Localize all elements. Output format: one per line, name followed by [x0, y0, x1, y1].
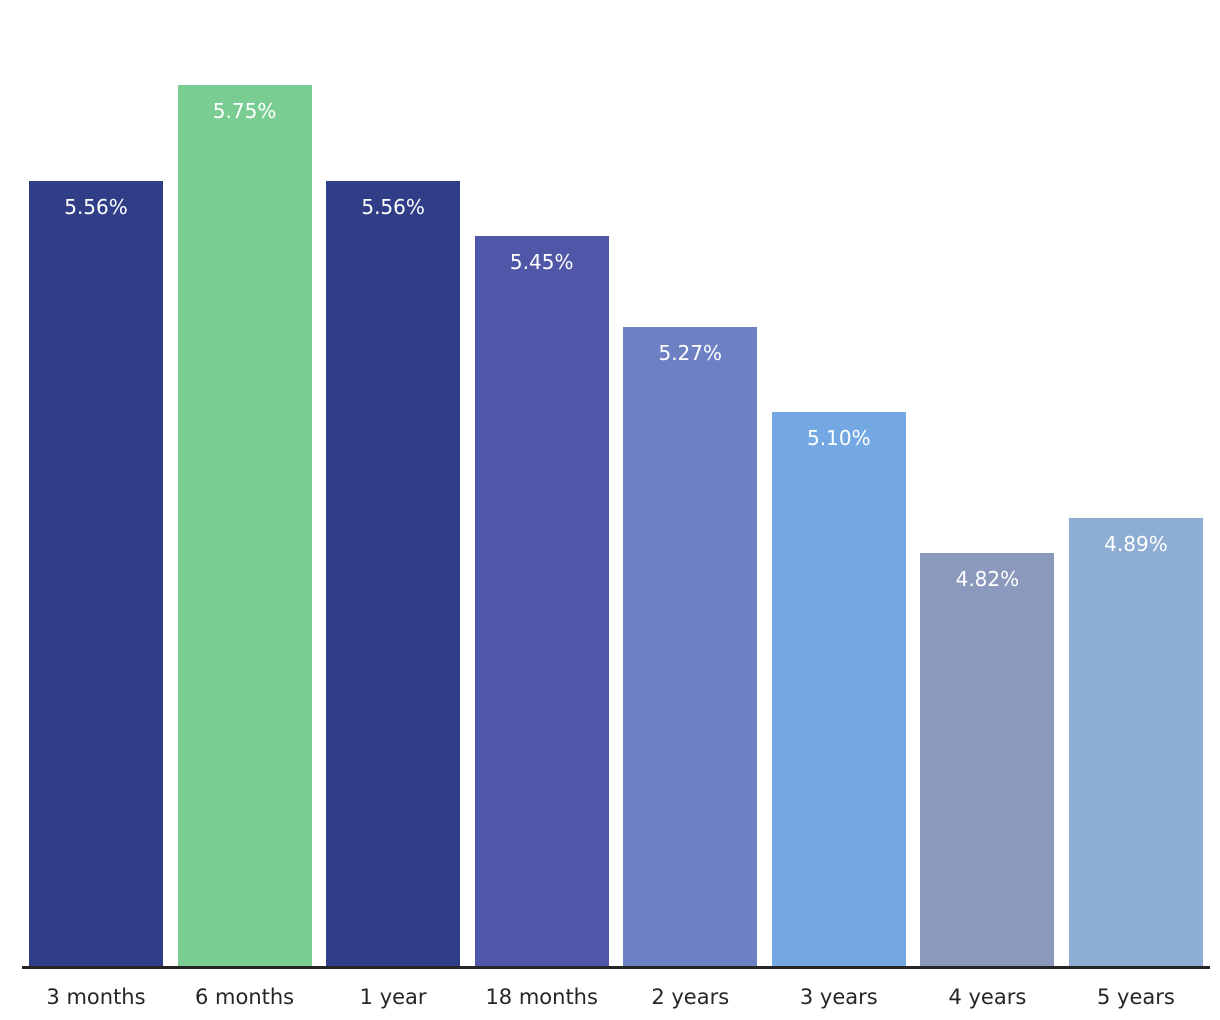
bars-container: 5.56% 5.75% 5.56% 5.45% 5.27% 5.10% 4.82% 4.89%	[29, 66, 1203, 966]
x-tick-label-4-years: 4 years	[948, 985, 1027, 1009]
bar-18-months: 5.45%	[474, 236, 609, 966]
x-tick-label-18-months: 18 months	[485, 985, 598, 1009]
bar-value-label: 5.27%	[658, 341, 723, 365]
x-tick-label-3-years: 3 years	[799, 985, 878, 1009]
x-tick-label-2-years: 2 years	[651, 985, 730, 1009]
bar-6-months: 5.75%	[177, 85, 312, 966]
bar-value-label: 5.45%	[509, 250, 574, 274]
x-tick-label-3-months: 3 months	[46, 985, 146, 1009]
bar-value-label: 5.75%	[212, 99, 277, 123]
bar-5-years: 4.89%	[1068, 518, 1203, 966]
x-axis-line	[22, 966, 1210, 969]
bar-3-years: 5.10%	[771, 412, 906, 966]
bar-value-label: 5.10%	[807, 426, 871, 450]
bar-3-months: 5.56%	[29, 181, 163, 966]
x-axis-labels: 3 months 6 months 1 year 18 months 2 years 3 …	[29, 984, 1203, 1010]
x-tick-label-5-years: 5 years	[1097, 985, 1175, 1009]
bar-1-year: 5.56%	[326, 181, 461, 966]
bar-value-label: 5.56%	[64, 195, 128, 219]
bar-4-years: 4.82%	[920, 553, 1055, 966]
x-tick-label-6-months: 6 months	[194, 985, 295, 1009]
bar-value-label: 5.56%	[361, 195, 425, 219]
bar-value-label: 4.89%	[1104, 532, 1168, 556]
bar-value-label: 4.82%	[955, 567, 1020, 591]
x-tick-label-1-year: 1 year	[359, 985, 427, 1009]
bar-2-years: 5.27%	[623, 327, 758, 966]
